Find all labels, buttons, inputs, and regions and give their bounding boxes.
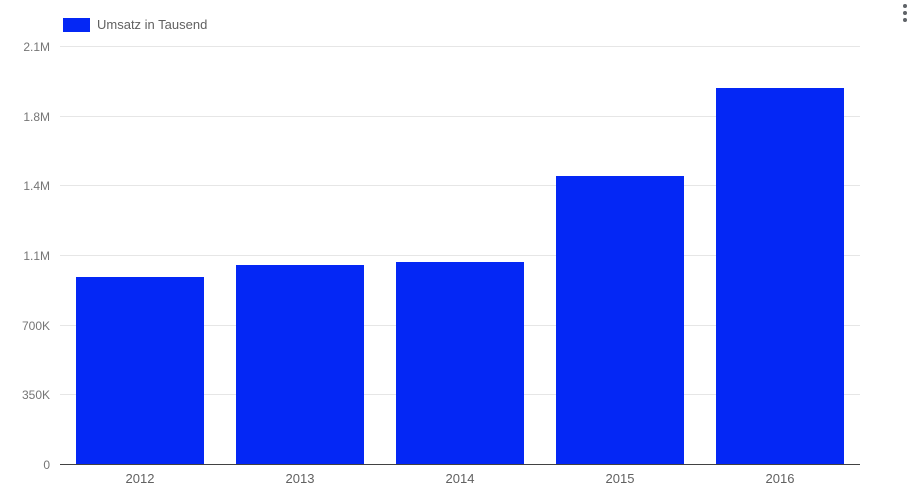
kebab-dot bbox=[903, 4, 907, 8]
gridline bbox=[60, 46, 860, 47]
gridline bbox=[60, 185, 860, 187]
kebab-dot bbox=[903, 18, 907, 22]
y-tick-label: 0 bbox=[43, 458, 50, 472]
gridline bbox=[60, 115, 860, 117]
bar-2014[interactable] bbox=[396, 261, 524, 465]
plot-area bbox=[60, 46, 860, 465]
x-tick-label: 2013 bbox=[285, 471, 315, 486]
x-axis-baseline bbox=[60, 464, 860, 465]
bar-2016[interactable] bbox=[716, 87, 844, 465]
y-tick-label: 350K bbox=[21, 388, 50, 403]
y-tick-label: 1.8M bbox=[23, 109, 50, 124]
legend-color-swatch bbox=[63, 17, 90, 32]
bar-2015[interactable] bbox=[556, 176, 684, 465]
y-tick-label: 700K bbox=[21, 318, 50, 333]
kebab-dot bbox=[903, 11, 907, 15]
x-tick-label: 2012 bbox=[125, 471, 155, 486]
legend: Umsatz in Tausend bbox=[63, 17, 207, 32]
gridline bbox=[60, 255, 860, 256]
bar-2012[interactable] bbox=[76, 276, 204, 465]
x-axis-labels: 2012 2013 2014 2015 2016 bbox=[60, 471, 860, 491]
bar-2013[interactable] bbox=[236, 264, 364, 465]
y-tick-label: 1.1M bbox=[23, 249, 50, 263]
x-tick-label: 2014 bbox=[445, 471, 475, 486]
kebab-menu-icon[interactable] bbox=[896, 2, 914, 24]
y-axis-labels: 0 350K 700K 1.1M 1.4M 1.8M 2.1M bbox=[0, 40, 50, 472]
y-tick-label: 1.4M bbox=[23, 179, 50, 194]
x-tick-label: 2015 bbox=[605, 471, 635, 486]
y-tick-label: 2.1M bbox=[23, 40, 50, 54]
legend-label: Umsatz in Tausend bbox=[97, 17, 208, 32]
x-tick-label: 2016 bbox=[765, 471, 795, 486]
